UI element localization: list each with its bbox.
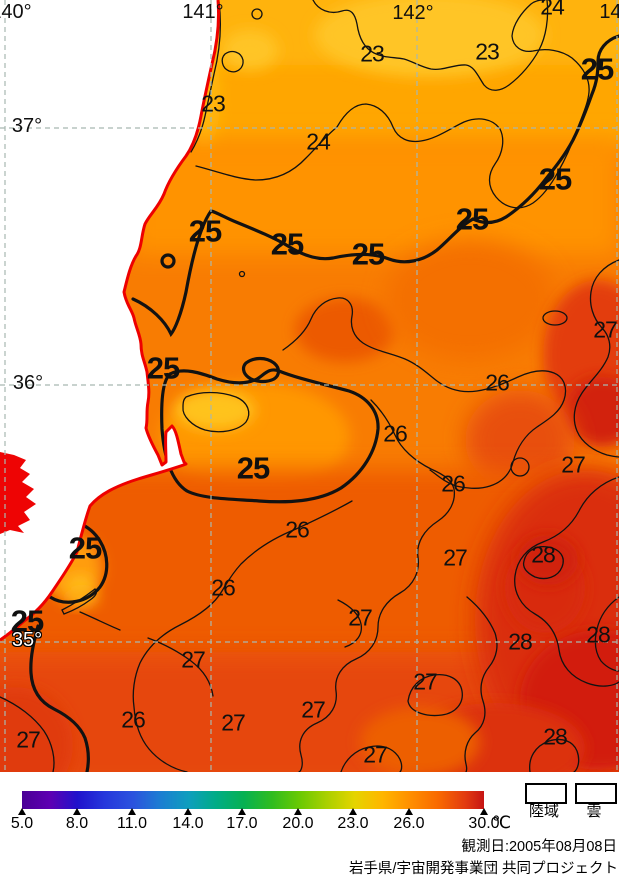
scale-tick-label: 11.0 <box>117 815 147 832</box>
scale-tick-label: 5.0 <box>10 815 34 832</box>
temperature-colorbar <box>22 791 484 809</box>
coastline <box>0 0 221 642</box>
scale-tick <box>128 808 136 815</box>
cloud-legend-box <box>575 783 617 804</box>
land-legend-label: 陸域 <box>528 803 560 820</box>
scale-tick-label: 30.0 <box>468 815 500 832</box>
credit-text: 岩手県/宇宙開発事業団 共同プロジェクト <box>348 861 618 877</box>
scale-tick-label: 14.0 <box>172 815 204 832</box>
scale-tick <box>73 808 81 815</box>
scale-tick-label: 20.0 <box>282 815 314 832</box>
scale-tick <box>405 808 413 815</box>
scale-tick <box>18 808 26 815</box>
scale-tick <box>480 808 488 815</box>
scale-tick <box>349 808 357 815</box>
isotherm-lines-thin <box>0 0 619 772</box>
observation-date: 観測日:2005年08月08日 <box>461 839 617 855</box>
sst-map-canvas <box>0 0 619 772</box>
scale-tick <box>238 808 246 815</box>
land-legend-box <box>525 783 567 804</box>
unit-label: ℃ <box>492 813 512 832</box>
scale-tick-label: 26.0 <box>393 815 425 832</box>
sst-map: 23 23 23 24 24 25 25 25 25 25 25 25 25 25 25 26 26 26 26 26… <box>0 0 619 772</box>
scale-tick-label: 23.0 <box>337 815 369 832</box>
scale-tick-label: 8.0 <box>65 815 89 832</box>
scale-tick <box>294 808 302 815</box>
scale-tick <box>184 808 192 815</box>
graticule <box>0 0 619 772</box>
land-area <box>0 0 219 640</box>
scale-tick-label: 17.0 <box>226 815 258 832</box>
legend: 5.0 8.0 11.0 14.0 17.0 20.0 23.0 26.0 30.0 ℃ 陸域 … <box>0 772 619 881</box>
lake-kasumigaura <box>0 452 36 534</box>
cloud-legend-label: 雲 <box>586 803 602 820</box>
